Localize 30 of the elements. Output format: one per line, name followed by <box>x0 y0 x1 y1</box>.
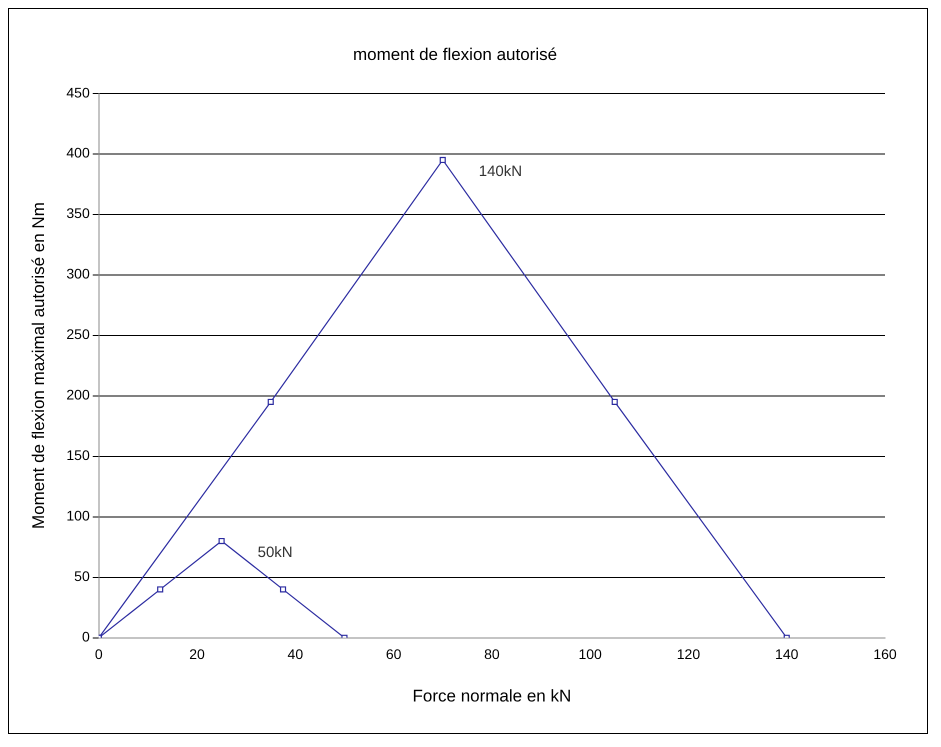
x-tick-label: 0 <box>94 646 103 662</box>
y-tick-label: 300 <box>66 266 90 282</box>
series-label: 140kN <box>478 163 522 180</box>
y-tick-label: 0 <box>82 628 90 645</box>
x-axis-title: Force normale en kN <box>412 686 572 706</box>
point <box>612 398 618 405</box>
y-tick-label: 450 <box>66 84 90 100</box>
y-axis-title: Moment de flexion maximal autorisé en Nm <box>28 202 48 530</box>
x-tick-label: 80 <box>484 646 500 662</box>
x-tick-label: 120 <box>676 646 700 662</box>
point <box>268 398 274 405</box>
x-tick-label: 160 <box>873 646 897 662</box>
point <box>157 586 164 592</box>
point <box>440 156 446 164</box>
x-tick-label: 60 <box>386 646 402 662</box>
x-tick-label: 140 <box>775 646 799 662</box>
point <box>280 586 286 592</box>
y-tick-label: 350 <box>66 205 90 222</box>
x-tick-label: 40 <box>288 646 304 662</box>
y-tick-label: 200 <box>66 386 90 403</box>
y-tick-label: 250 <box>66 326 90 342</box>
series-label: 50kN <box>258 544 293 562</box>
y-tick-label: 150 <box>66 447 90 464</box>
point <box>218 538 225 544</box>
x-tick-label: 100 <box>578 646 602 662</box>
y-tick-label: 400 <box>66 144 90 161</box>
y-tick-label: 50 <box>74 568 90 584</box>
x-tick-label: 20 <box>189 646 206 662</box>
chart-title: moment de flexion autorisé <box>352 44 558 64</box>
y-tick-label: 100 <box>66 508 90 524</box>
